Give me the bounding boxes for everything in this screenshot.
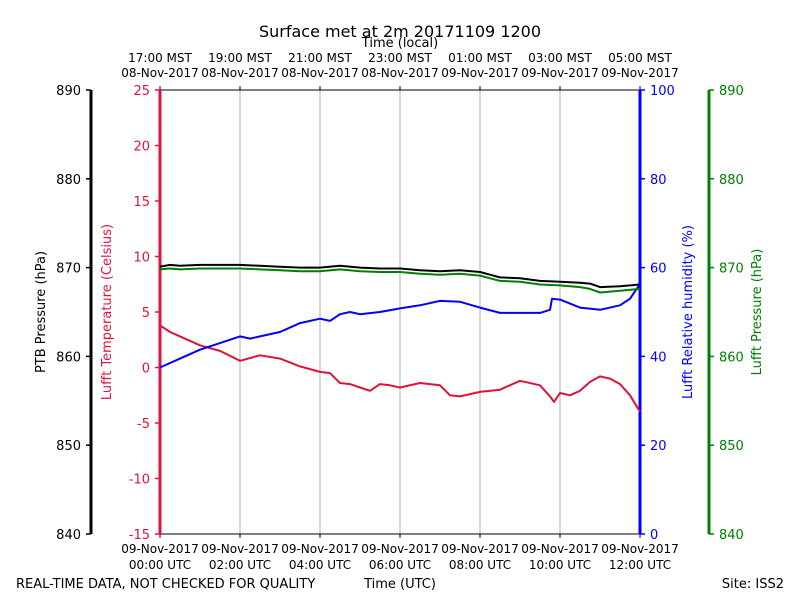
bottom-tick-time: 04:00 UTC	[289, 558, 351, 572]
top-tick-time: 23:00 MST	[368, 51, 432, 65]
top-tick-date: 08-Nov-2017	[281, 66, 359, 80]
bottom-tick-date: 09-Nov-2017	[201, 542, 279, 556]
ptb-pressure-tick-label: 870	[56, 262, 81, 277]
lufft-temperature-tick-label: 15	[133, 195, 150, 210]
chart-title: Surface met at 2m 20171109 1200	[259, 22, 541, 41]
top-tick-time: 01:00 MST	[448, 51, 512, 65]
lufft-relative-humidity-series-line	[159, 283, 641, 369]
lufft-pressure-tick-label: 870	[719, 262, 744, 277]
lufft-pressure-axis-label: Lufft Pressure (hPa)	[750, 249, 765, 376]
ptb-pressure-tick-label: 840	[56, 528, 81, 543]
ptb-pressure-tick-label: 850	[56, 439, 81, 454]
ptb-pressure-tick-label: 890	[56, 84, 81, 99]
lufft-temperature-tick-label: 20	[133, 140, 150, 155]
top-tick-date: 09-Nov-2017	[441, 66, 519, 80]
top-tick-time: 17:00 MST	[128, 51, 192, 65]
lufft-pressure-tick-label: 840	[719, 528, 744, 543]
lufft-humidity-axis-label: Lufft Relative humidity (%)	[681, 225, 696, 399]
top-tick-date: 08-Nov-2017	[121, 66, 199, 80]
lufft-humidity-tick-label: 100	[650, 84, 675, 99]
lufft-temperature-tick-label: 10	[133, 251, 150, 266]
lufft-pressure-tick-label: 850	[719, 439, 744, 454]
bottom-tick-date: 09-Nov-2017	[281, 542, 359, 556]
bottom-tick-time: 06:00 UTC	[369, 558, 431, 572]
lufft-pressure-tick-label: 880	[719, 173, 744, 188]
bottom-tick-time: 10:00 UTC	[529, 558, 591, 572]
lufft-temperature-tick-label: -5	[137, 417, 150, 432]
top-tick-date: 08-Nov-2017	[361, 66, 439, 80]
lufft-temperature-axis-label: Lufft Temperature (Celsius)	[100, 224, 115, 400]
lufft-temperature-tick-label: 5	[142, 306, 150, 321]
site-label: Site: ISS2	[722, 577, 784, 592]
quality-disclaimer: REAL-TIME DATA, NOT CHECKED FOR QUALITY	[16, 577, 315, 592]
top-tick-time: 03:00 MST	[528, 51, 592, 65]
bottom-tick-time: 12:00 UTC	[609, 558, 671, 572]
lufft-temperature-tick-label: 25	[133, 84, 150, 99]
ptb-pressure-tick-label: 880	[56, 173, 81, 188]
bottom-tick-date: 09-Nov-2017	[601, 542, 679, 556]
lufft-humidity-tick-label: 80	[650, 173, 667, 188]
lufft-temperature-tick-label: -15	[129, 528, 150, 543]
top-tick-date: 08-Nov-2017	[201, 66, 279, 80]
bottom-tick-time: 02:00 UTC	[209, 558, 271, 572]
lufft-humidity-tick-label: 60	[650, 262, 667, 277]
bottom-tick-time: 00:00 UTC	[129, 558, 191, 572]
top-tick-time: 05:00 MST	[608, 51, 672, 65]
bottom-tick-date: 09-Nov-2017	[361, 542, 439, 556]
ptb-pressure-tick-label: 860	[56, 350, 81, 365]
top-tick-date: 09-Nov-2017	[601, 66, 679, 80]
bottom-tick-date: 09-Nov-2017	[121, 542, 199, 556]
ptb-pressure-axis-label: PTB Pressure (hPa)	[34, 251, 49, 373]
top-tick-time: 19:00 MST	[208, 51, 272, 65]
top-tick-time: 21:00 MST	[288, 51, 352, 65]
top-x-axis-label: Time (local)	[361, 36, 438, 51]
lufft-pressure-tick-label: 860	[719, 350, 744, 365]
bottom-tick-time: 08:00 UTC	[449, 558, 511, 572]
ptb-pressure-series-line	[159, 263, 641, 289]
lufft-humidity-tick-label: 40	[650, 350, 667, 365]
lufft-pressure-series-line	[159, 267, 641, 294]
bottom-tick-date: 09-Nov-2017	[521, 542, 599, 556]
lufft-temperature-tick-label: 0	[142, 362, 150, 377]
lufft-humidity-tick-label: 20	[650, 439, 667, 454]
lufft-temperature-series-line	[159, 324, 641, 413]
lufft-temperature-tick-label: -10	[129, 473, 150, 488]
top-tick-date: 09-Nov-2017	[521, 66, 599, 80]
bottom-tick-date: 09-Nov-2017	[441, 542, 519, 556]
lufft-pressure-tick-label: 890	[719, 84, 744, 99]
bottom-x-axis-label: Time (UTC)	[363, 577, 436, 592]
lufft-humidity-tick-label: 0	[650, 528, 658, 543]
